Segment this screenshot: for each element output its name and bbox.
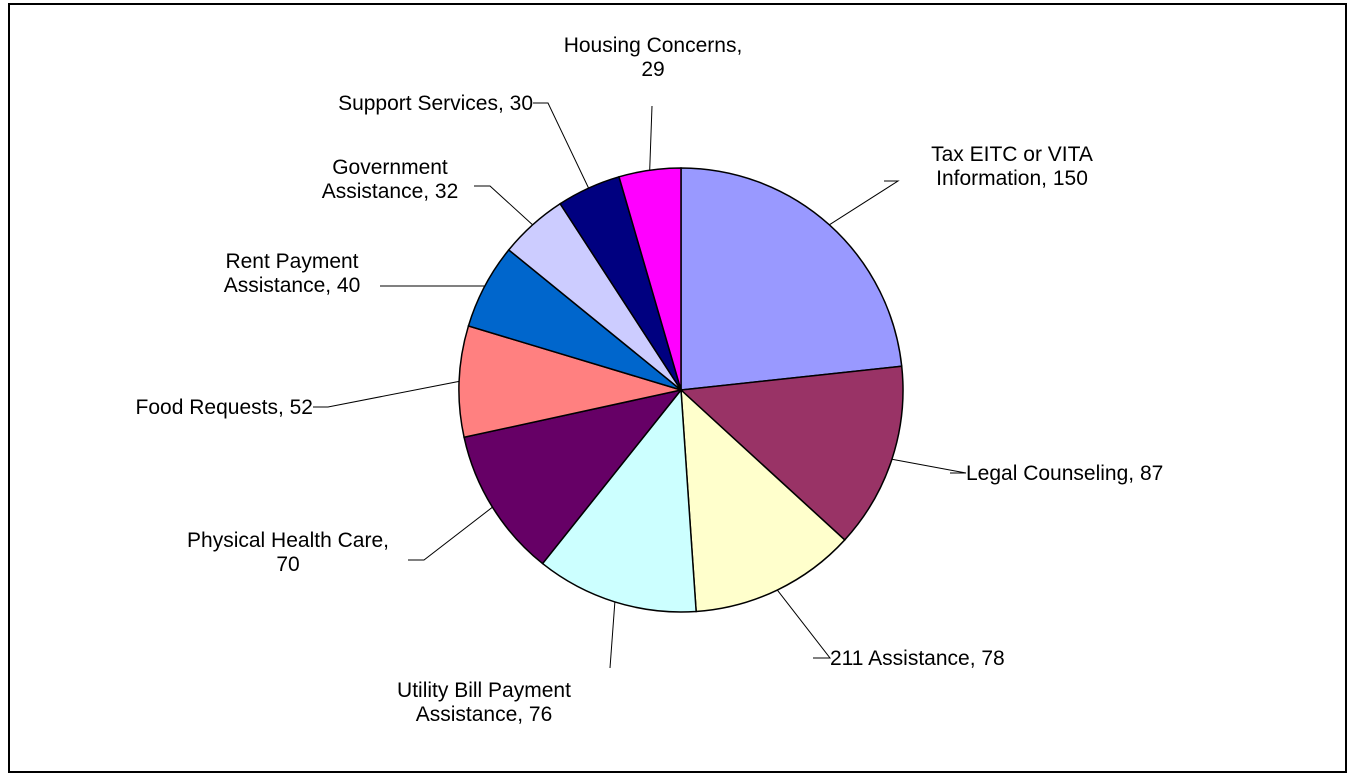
slice-label-line: Housing Concerns, [564, 34, 743, 57]
slice-label-line: Support Services, 30 [338, 92, 533, 115]
slice-label: Rent Payment Assistance, 40 [224, 250, 361, 297]
slice-label-line: Food Requests, 52 [136, 396, 313, 419]
slice-label-line: Tax EITC or VITA [931, 143, 1093, 166]
slice-label: Utility Bill Payment Assistance, 76 [397, 679, 571, 726]
pie-labels: Tax EITC or VITA Information, 150 Legal Co… [136, 34, 1164, 726]
slice-label-line: 70 [276, 553, 299, 576]
slice-label: Support Services, 30 [338, 92, 533, 115]
slice-label-line: 29 [641, 58, 664, 81]
pie-slice-housing-concerns [618, 167, 682, 391]
pie-slice-tax-eitc-or-vita-information [680, 167, 903, 391]
leader-line [474, 185, 534, 226]
slice-label-line: Assistance, 32 [322, 180, 459, 203]
slice-label: Housing Concerns, 29 [564, 34, 743, 81]
slice-label: Physical Health Care, 70 [187, 529, 389, 576]
pie-slice-211-assistance [680, 388, 846, 613]
leader-line [313, 380, 460, 408]
slice-label: Food Requests, 52 [136, 396, 313, 419]
leader-line [408, 506, 493, 561]
leader-line [891, 458, 967, 474]
slice-label: Government Assistance, 32 [322, 156, 459, 203]
slice-label-line: Assistance, 40 [224, 274, 361, 297]
slice-label: Legal Counseling, 87 [966, 462, 1163, 485]
pie-slices [458, 167, 904, 613]
leader-line [609, 601, 616, 669]
slice-label-line: Legal Counseling, 87 [966, 462, 1163, 485]
slice-label-line: Assistance, 76 [416, 703, 553, 726]
leader-line [829, 180, 900, 226]
slice-label: 211 Assistance, 78 [830, 647, 1005, 670]
slice-label-line: 211 Assistance, 78 [830, 647, 1005, 670]
slice-label-line: Government [332, 156, 448, 179]
leader-line [649, 105, 653, 171]
leader-line [776, 589, 832, 659]
pie-slice-physical-health-care [463, 388, 683, 565]
leader-line [533, 102, 590, 189]
slice-label: Tax EITC or VITA Information, 150 [931, 143, 1093, 190]
slice-label-line: Utility Bill Payment [397, 679, 571, 702]
slice-label-line: Information, 150 [936, 167, 1088, 190]
slice-label-line: Physical Health Care, [187, 529, 389, 552]
slice-label-line: Rent Payment [225, 250, 358, 273]
